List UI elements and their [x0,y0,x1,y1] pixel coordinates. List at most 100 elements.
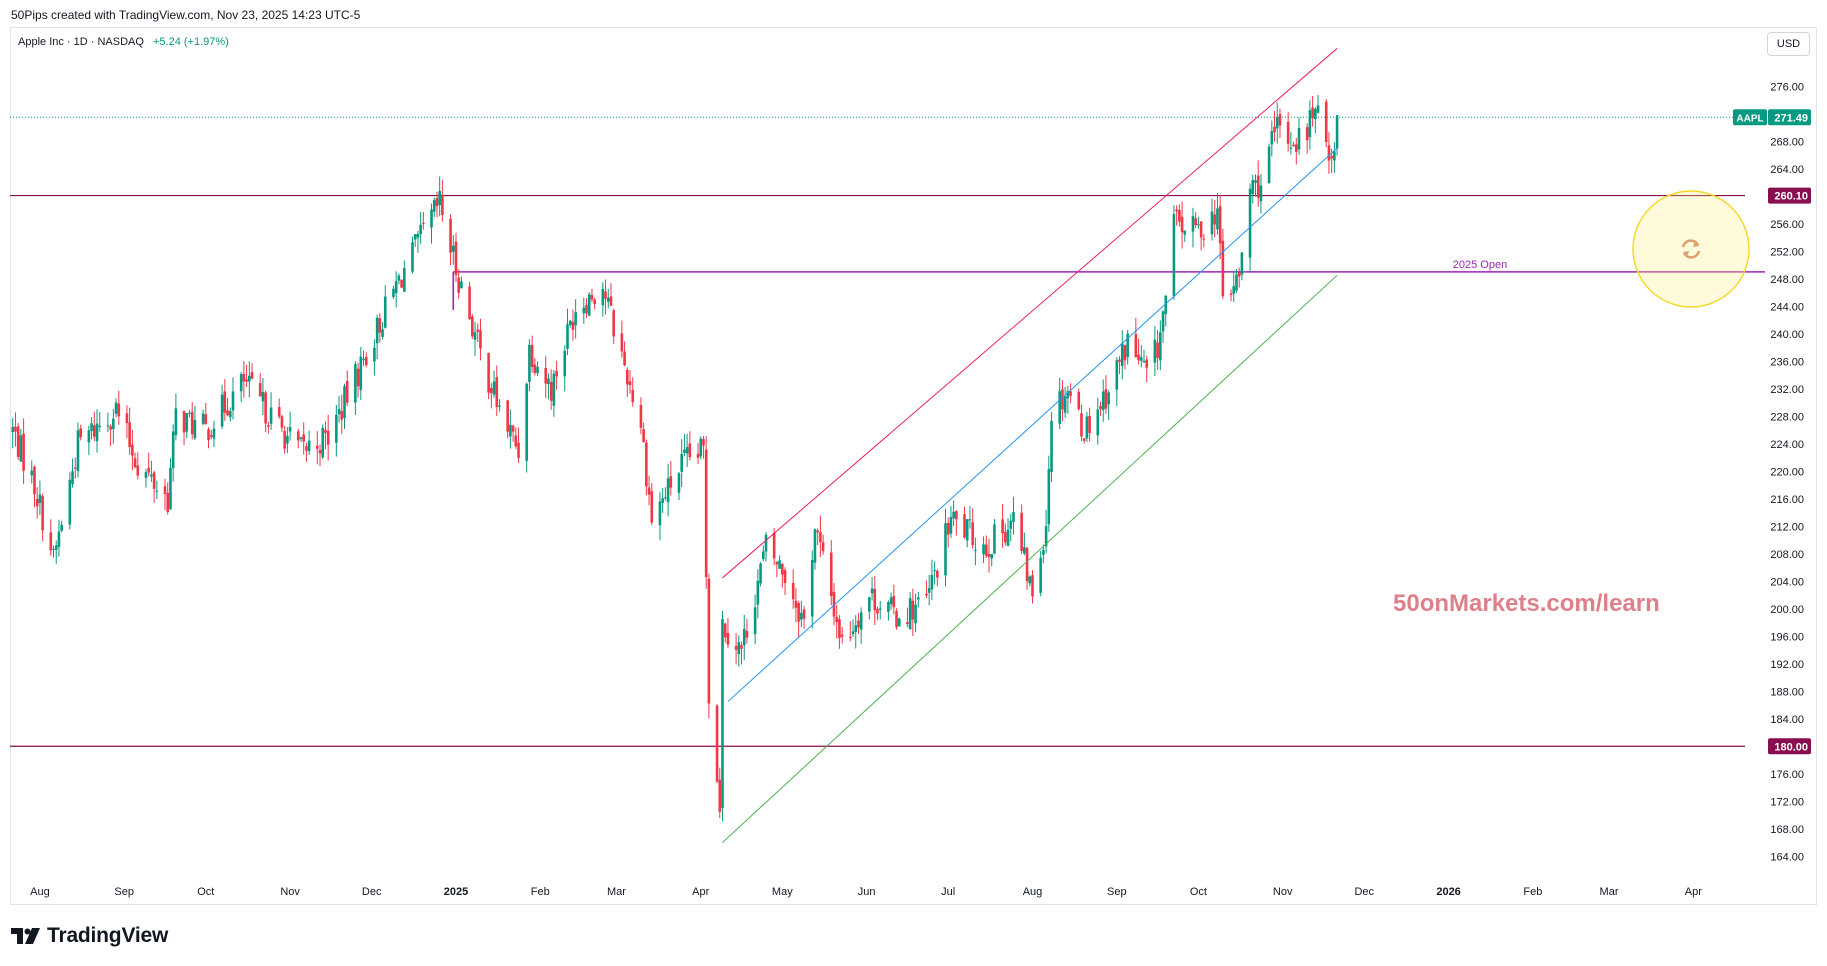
chart-frame [10,27,1817,905]
candle-body [1153,339,1157,363]
candle-body [411,242,414,272]
candle-body [432,200,436,212]
candle-body [756,580,760,605]
candle-body [364,357,368,366]
candle-body [1031,575,1034,597]
resistance-price-label: 260.10 [1774,191,1808,203]
x-tick-label: Aug [30,886,50,898]
x-tick-label: Oct [1190,886,1207,898]
candle-body [422,222,425,224]
candle-body [476,329,480,332]
candle-body [1009,520,1013,529]
candle-body [93,425,96,437]
y-tick-label: 164.00 [1770,851,1804,863]
candle-body [549,381,553,401]
candle-body [321,427,325,458]
candle-body [1126,333,1129,357]
candle-body [30,470,34,476]
trend-line-channel-mid [727,147,1338,702]
candle-body [1292,144,1295,147]
candle-body [204,414,208,425]
candle-body [778,560,781,569]
candle-body [650,491,654,523]
candle-body [261,391,265,402]
candle-body [79,428,83,438]
candle-body [223,391,227,413]
candle-body [734,646,738,650]
candle-body [57,531,61,547]
candle-body [1278,114,1282,126]
candle-body [525,383,528,461]
candle-body [288,426,292,432]
candle-body [1175,209,1178,212]
x-tick-label: Jul [941,886,955,898]
x-tick-label: Mar [1600,886,1619,898]
candle-body [106,425,110,427]
candle-body [528,344,531,382]
tradingview-logo-icon [11,928,40,944]
candle-body [258,383,262,397]
candle-body [307,440,311,452]
candle-body [449,218,452,253]
x-tick-label: Dec [1354,886,1374,898]
watermark-text: 50onMarkets.com/learn [1393,590,1660,617]
resistance-price-label: 180.00 [1774,741,1808,753]
candle-body [514,435,518,447]
candle-body [1218,206,1222,244]
candle-body [761,551,765,560]
candle-body [1066,391,1070,399]
symbol-legend[interactable]: Apple Inc · 1D · NASDAQ +5.24 (+1.97%) [18,36,229,48]
y-tick-label: 200.00 [1770,604,1804,616]
candle-body [1275,116,1279,129]
candle-body [1050,420,1053,472]
candle-body [810,560,814,617]
candle-body [1216,208,1219,230]
candle-body [68,479,72,525]
candle-body [696,453,700,458]
y-tick-label: 256.00 [1770,219,1804,231]
candle-body [302,434,305,442]
candle-body [1058,391,1062,424]
candle-body [984,544,988,556]
y-tick-label: 240.00 [1770,329,1804,341]
candle-body [772,532,776,559]
candle-body [1294,144,1298,152]
candle-body [435,198,439,207]
candle-body [873,588,877,611]
y-tick-label: 192.00 [1770,659,1804,671]
candle-body [397,275,401,281]
candle-body [506,400,509,432]
candle-body [337,408,341,415]
currency-button[interactable]: USD [1767,32,1810,56]
candle-body [819,531,822,543]
candle-body [147,467,150,473]
candle-body [245,379,248,382]
candle-body [930,574,934,590]
candle-body [606,297,610,302]
tradingview-brand[interactable]: TradingView [11,924,168,948]
candle-body [626,369,629,385]
candle-body [52,549,55,551]
candle-body [345,381,349,403]
y-tick-label: 264.00 [1770,164,1804,176]
candle-body [490,387,493,394]
candle-body [378,318,382,333]
candle-body [1004,532,1007,543]
candle-body [813,529,817,563]
candle-body [1311,107,1314,119]
candle-body [530,344,534,368]
candle-body [587,294,591,316]
candle-body [1199,221,1203,238]
candle-body [280,416,284,428]
candle-body [419,224,422,235]
candle-body [517,442,520,458]
candle-body [797,603,800,622]
y-tick-label: 276.00 [1770,81,1804,93]
x-tick-label: Jun [858,886,876,898]
candle-body [209,435,213,437]
ticker-tag [1733,109,1767,126]
y-tick-label: 184.00 [1770,714,1804,726]
candle-body [413,234,417,240]
candle-body [54,545,58,550]
